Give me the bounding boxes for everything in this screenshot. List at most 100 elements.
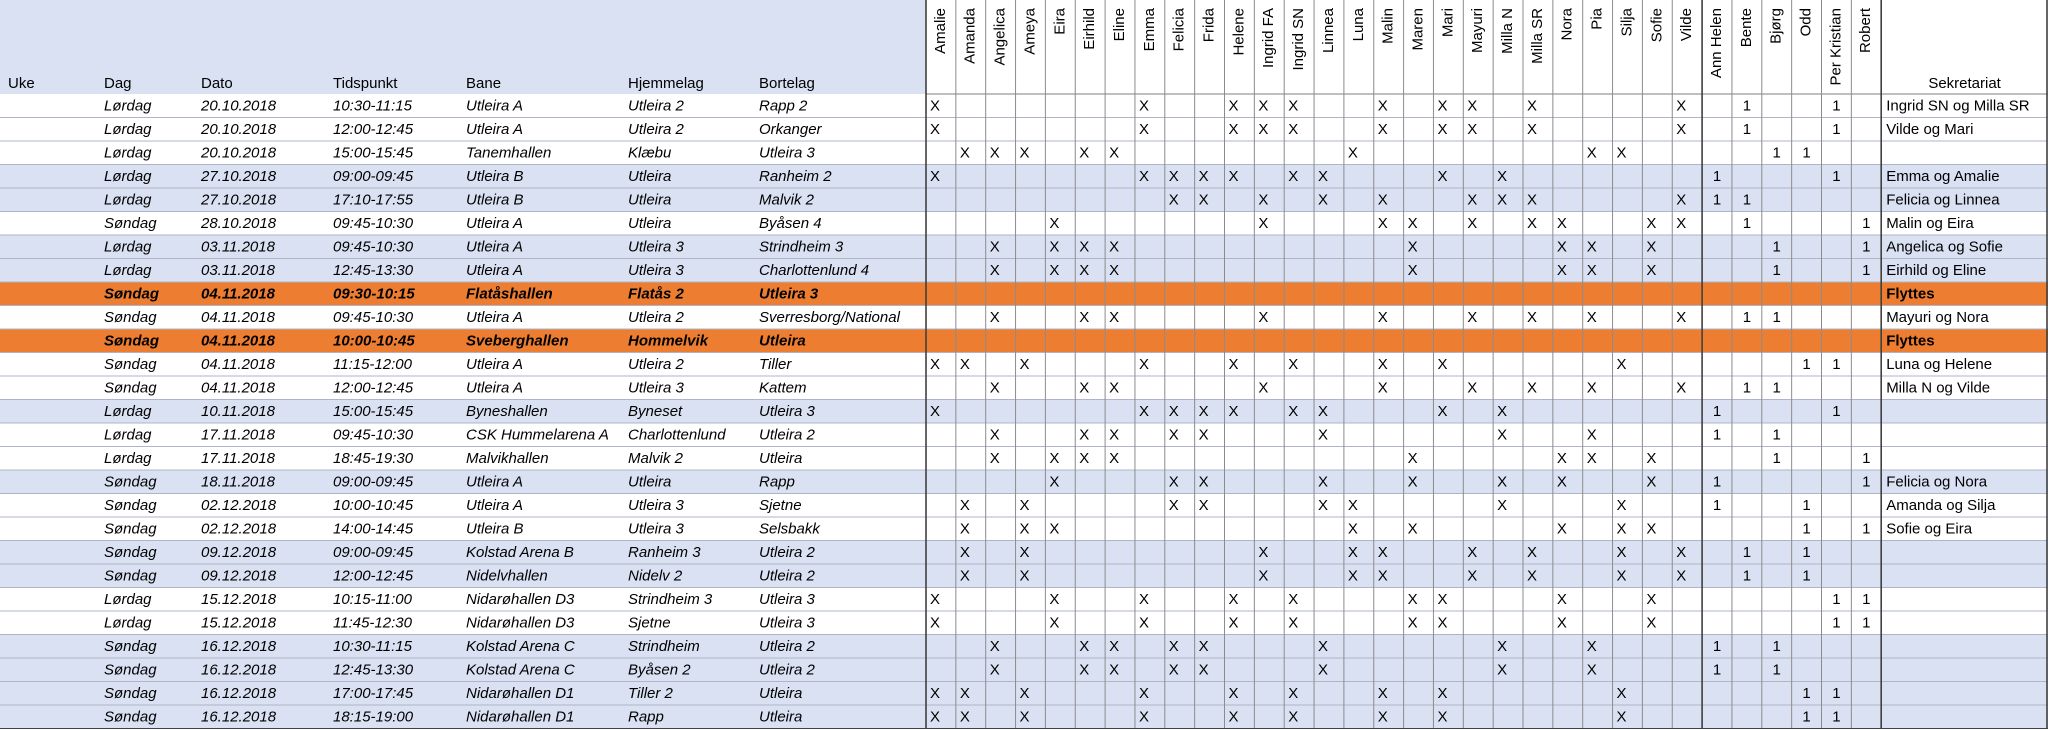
cell-text: Søndag xyxy=(104,333,159,350)
cell-text: Lørdag xyxy=(104,591,152,608)
attendance-mark: X xyxy=(1049,239,1059,256)
attendance-mark: X xyxy=(930,615,940,632)
parent-mark: 1 xyxy=(1773,638,1781,655)
row-bg xyxy=(0,564,2048,588)
column-header: Emma xyxy=(1141,7,1158,51)
attendance-mark: X xyxy=(1199,497,1209,514)
cell-text: 18:15-19:00 xyxy=(333,709,414,726)
attendance-mark: X xyxy=(1646,215,1656,232)
attendance-mark: X xyxy=(1288,356,1298,373)
sekretariat: Angelica og Sofie xyxy=(1886,239,2003,256)
attendance-mark: X xyxy=(1437,121,1447,138)
row-bg xyxy=(0,352,2048,376)
cell-text: Nidarøhallen D3 xyxy=(466,591,575,608)
attendance-mark: X xyxy=(990,450,1000,467)
attendance-mark: X xyxy=(1646,474,1656,491)
cell-text: Utleira A xyxy=(466,239,523,256)
cell-text: Utleira 2 xyxy=(628,98,685,115)
row-bg xyxy=(0,211,2048,235)
cell-text: Strindheim 3 xyxy=(759,239,844,256)
cell-text: 17:00-17:45 xyxy=(333,685,414,702)
attendance-mark: X xyxy=(1348,568,1358,585)
cell-text: Kolstad Arena B xyxy=(466,544,574,561)
attendance-mark: X xyxy=(1229,615,1239,632)
attendance-mark: X xyxy=(1617,497,1627,514)
cell-text: Lørdag xyxy=(104,450,152,467)
cell-text: Utleira 2 xyxy=(759,544,816,561)
cell-text: 09:45-10:30 xyxy=(333,215,414,232)
column-header: Mayuri xyxy=(1469,8,1486,53)
attendance-mark: X xyxy=(1408,591,1418,608)
attendance-mark: X xyxy=(1079,662,1089,679)
attendance-mark: X xyxy=(1199,427,1209,444)
cell-text: 27.10.2018 xyxy=(200,192,277,209)
attendance-mark: X xyxy=(1557,239,1567,256)
attendance-mark: X xyxy=(1527,544,1537,561)
attendance-mark: X xyxy=(1497,192,1507,209)
cell-text: 20.10.2018 xyxy=(200,98,277,115)
attendance-mark: X xyxy=(1587,638,1597,655)
cell-text: Søndag xyxy=(104,497,157,514)
cell-text: 04.11.2018 xyxy=(201,333,276,350)
column-header: Milla N xyxy=(1499,8,1516,54)
row-bg xyxy=(0,587,2048,611)
attendance-mark: X xyxy=(1527,121,1537,138)
cell-text: Kattem xyxy=(759,380,807,397)
cell-text: 15:00-15:45 xyxy=(333,145,414,162)
attendance-mark: X xyxy=(1408,474,1418,491)
attendance-mark: X xyxy=(1258,380,1268,397)
attendance-mark: X xyxy=(1229,709,1239,726)
attendance-mark: X xyxy=(1617,521,1627,538)
attendance-mark: X xyxy=(1169,427,1179,444)
cell-text: Lørdag xyxy=(104,615,152,632)
attendance-mark: X xyxy=(1229,591,1239,608)
parent-mark: 1 xyxy=(1773,145,1781,162)
cell-text: Utleira 3 xyxy=(759,403,816,420)
cell-text: Søndag xyxy=(104,568,157,585)
attendance-mark: X xyxy=(1109,262,1119,279)
cell-text: Søndag xyxy=(104,356,157,373)
attendance-mark: X xyxy=(1079,309,1089,326)
row-bg xyxy=(0,705,2048,729)
column-header: Felicia xyxy=(1171,7,1188,51)
column-header: Hjemmelag xyxy=(628,75,704,92)
attendance-mark: X xyxy=(1378,380,1388,397)
cell-text: Utleira 2 xyxy=(628,356,685,373)
parent-mark: 1 xyxy=(1713,427,1721,444)
attendance-mark: X xyxy=(960,521,970,538)
column-header: Ann Helen xyxy=(1708,8,1725,78)
parent-mark: 1 xyxy=(1832,709,1840,726)
attendance-mark: X xyxy=(1557,615,1567,632)
sekretariat: Mayuri og Nora xyxy=(1886,309,1989,326)
cell-text: 15.12.2018 xyxy=(201,615,277,632)
attendance-mark: X xyxy=(1079,145,1089,162)
parent-mark: 1 xyxy=(1862,239,1870,256)
attendance-mark: X xyxy=(1617,568,1627,585)
cell-text: 10:30-11:15 xyxy=(333,98,413,115)
cell-text: 12:00-12:45 xyxy=(333,380,414,397)
attendance-mark: X xyxy=(1318,168,1328,185)
attendance-mark: X xyxy=(960,544,970,561)
attendance-mark: X xyxy=(1676,380,1686,397)
attendance-mark: X xyxy=(1318,403,1328,420)
attendance-mark: X xyxy=(1378,215,1388,232)
attendance-mark: X xyxy=(1258,121,1268,138)
cell-text: Orkanger xyxy=(759,121,823,138)
attendance-mark: X xyxy=(1437,591,1447,608)
column-header: Uke xyxy=(8,75,35,92)
cell-text: 03.11.2018 xyxy=(201,239,276,256)
attendance-mark: X xyxy=(1378,309,1388,326)
cell-text: 10:15-11:00 xyxy=(333,591,413,608)
attendance-mark: X xyxy=(1348,145,1358,162)
sekretariat: Amanda og Silja xyxy=(1886,497,1996,514)
attendance-mark: X xyxy=(1617,145,1627,162)
row-bg xyxy=(0,470,2048,494)
attendance-mark: X xyxy=(1676,121,1686,138)
attendance-mark: X xyxy=(1288,685,1298,702)
sekretariat: Flyttes xyxy=(1886,333,1934,350)
attendance-mark: X xyxy=(930,709,940,726)
column-header: Ingrid SN xyxy=(1290,8,1307,71)
column-header: Bente xyxy=(1738,8,1755,47)
attendance-mark: X xyxy=(1527,568,1537,585)
cell-text: Utleira xyxy=(628,215,671,232)
